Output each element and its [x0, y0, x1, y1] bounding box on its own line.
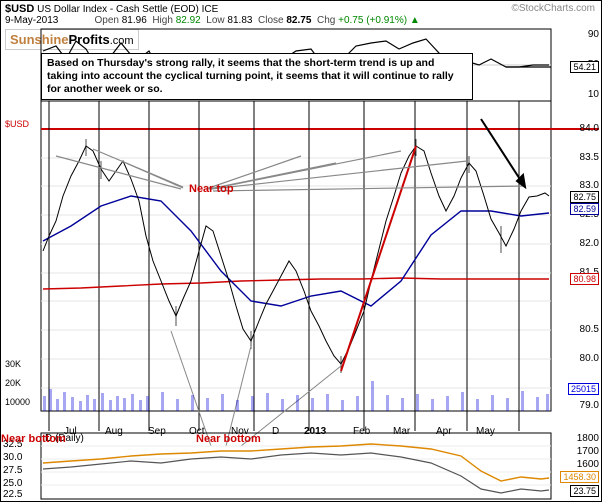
vol-10k: 10000: [5, 397, 30, 407]
tick-805: 80.5: [580, 324, 599, 335]
bl-225: 22.5: [3, 489, 22, 500]
close-box-2: 82.59: [570, 203, 599, 215]
month-apr: Apr: [436, 426, 452, 437]
vol-20k: 20K: [5, 378, 21, 388]
main-panel: [41, 101, 599, 446]
top-tick-10: 10: [588, 89, 599, 100]
red-ma-box: 80.98: [570, 273, 599, 285]
bl-300: 30.0: [3, 452, 22, 463]
annot-near-top: Near top: [189, 183, 234, 195]
month-dec: D: [272, 426, 279, 437]
br-1600: 1600: [577, 459, 599, 470]
top-current-box: 54.21: [570, 61, 599, 73]
left-red-usd: $USD: [5, 119, 29, 129]
vol-current-box: 25015: [568, 383, 599, 395]
month-may: May: [476, 426, 495, 437]
month-sep: Sep: [148, 426, 166, 437]
black-box: 23.75: [570, 485, 599, 497]
vol-30k: 30K: [5, 359, 21, 369]
month-2013: 2013: [304, 426, 326, 437]
tick-830: 83.0: [580, 180, 599, 191]
bl-275: 27.5: [3, 465, 22, 476]
tick-800: 80.0: [580, 353, 599, 364]
tick-835: 83.5: [580, 152, 599, 163]
annot-near-bottom-2: Near bottom: [196, 433, 261, 445]
main-annotation: Based on Thursday's strong rally, it see…: [41, 53, 473, 100]
close-box: 82.75: [570, 191, 599, 203]
chart-frame: $USD US Dollar Index - Cash Settle (EOD)…: [0, 0, 602, 502]
br-1700: 1700: [577, 446, 599, 457]
bl-250: 25.0: [3, 478, 22, 489]
annot-near-bottom-1: Near bottom: [1, 433, 66, 445]
orange-box: 1458.30: [560, 471, 599, 483]
month-feb: Feb: [353, 426, 370, 437]
month-mar: Mar: [393, 426, 410, 437]
br-1800: 1800: [577, 433, 599, 444]
tick-840: 84.0: [580, 123, 599, 134]
volume-bars: [43, 381, 549, 411]
top-tick-90: 90: [588, 29, 599, 40]
bottom-panel: [41, 433, 551, 499]
tick-820: 82.0: [580, 238, 599, 249]
month-aug: Aug: [105, 426, 123, 437]
tick-790: 79.0: [580, 400, 599, 411]
